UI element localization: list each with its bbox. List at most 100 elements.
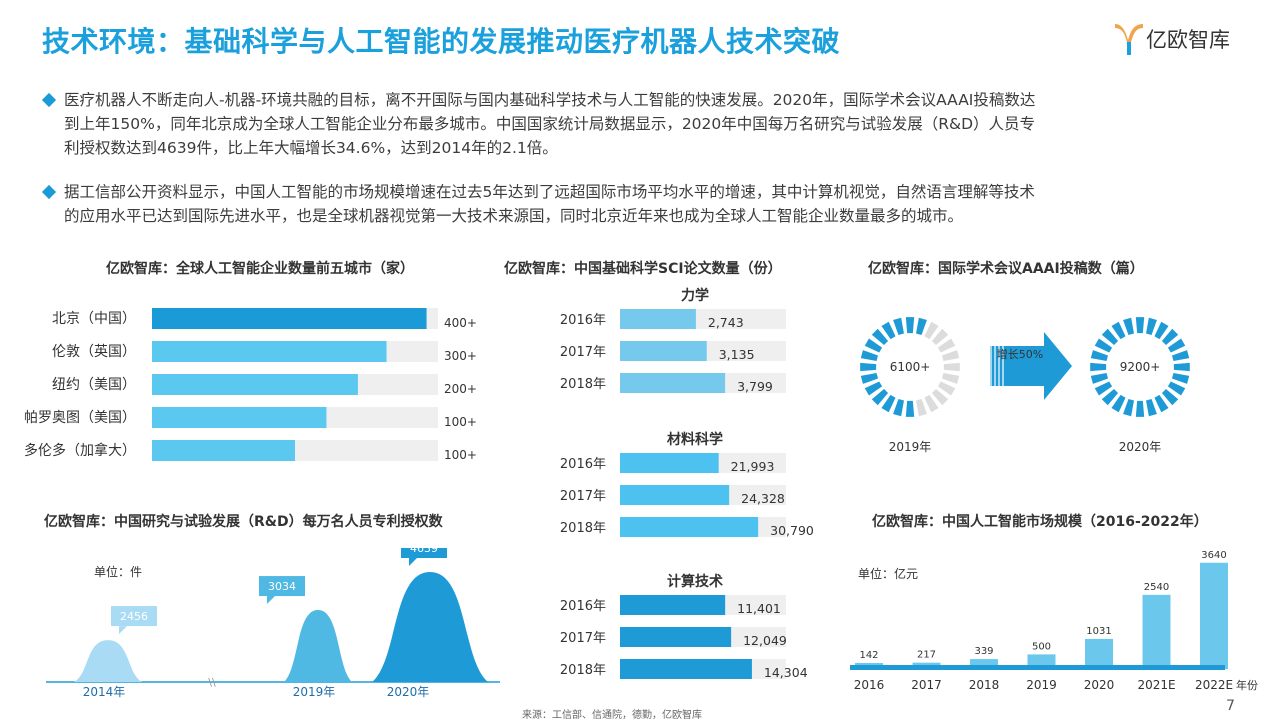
unit-label: 单位：件 [94, 564, 142, 579]
bar [152, 440, 295, 461]
tick-label: 2022E [1195, 678, 1233, 692]
source-footer: 来源：工信部、信通院，德勤，亿欧智库 [522, 710, 702, 720]
axis-label: 年份 [1236, 678, 1258, 692]
ring-segment [937, 338, 956, 353]
ring-segment [881, 321, 896, 340]
value-label: 3,135 [719, 347, 755, 362]
chart-title-cities: 亿欧智库：全球人工智能企业数量前五城市（家） [106, 261, 414, 277]
chart-aaai: 6100+ 2019年 9200+ 2020年 增长50% [860, 317, 1190, 454]
chart-title-sci: 亿欧智库：中国基础科学SCI论文数量（份） [504, 261, 782, 277]
ring-segment [1154, 321, 1169, 340]
value-label: 2456 [120, 610, 148, 623]
year-label: 2020年 [1119, 440, 1162, 454]
ring-segment [1161, 328, 1179, 346]
value-label: 339 [974, 646, 993, 657]
brand-logo: 亿欧智库 [1114, 20, 1274, 60]
axis-break-mark: \\ [208, 676, 216, 689]
bar [152, 341, 387, 362]
ring-segment [860, 362, 877, 372]
ring-segment [1135, 400, 1145, 417]
bar [1200, 562, 1228, 669]
value-label: 24,328 [741, 491, 785, 506]
ring-segment [1101, 388, 1119, 406]
logo-text: 亿欧智库 [1146, 28, 1230, 52]
bar [620, 341, 707, 361]
year-label: 2020年 [387, 685, 430, 699]
value-label: 4639 [410, 548, 438, 555]
ring-segment [905, 400, 915, 417]
ring-segment [860, 350, 879, 361]
ring-segment [1094, 381, 1113, 396]
value-label: 11,401 [737, 601, 781, 616]
year-label: 2017年 [560, 345, 606, 360]
year-label: 2018年 [560, 663, 606, 678]
bar [620, 453, 719, 473]
arrow-stripe [1002, 346, 1004, 386]
callout-tail [119, 626, 127, 635]
year-label: 2016年 [560, 457, 606, 472]
category-label: 多伦多（加拿大） [24, 442, 136, 459]
ring-segment [1161, 388, 1179, 406]
bar [620, 485, 730, 505]
category-label: 帕罗奥图（美国） [24, 409, 136, 426]
bullet-text-line: 到上年150%，同年北京成为全球人工智能企业分布最多城市。中国国家统计局数据显示… [64, 115, 1036, 133]
ring-segment [941, 350, 960, 361]
bullet-text-line: 据工信部公开资料显示，中国人工智能的市场规模增速在过去5年达到了远超国际市场平均… [64, 183, 1035, 201]
ring-segment [905, 317, 915, 334]
chart-market: 单位：亿元 142 2016 217 2017 339 2018 500 2019 1031 202… [850, 550, 1258, 692]
ring-segment [860, 373, 879, 384]
value-label: 100+ [444, 448, 477, 462]
year-label: 2016年 [560, 313, 606, 328]
bar [620, 309, 696, 329]
ring-segment [1167, 338, 1186, 353]
value-label: 217 [917, 650, 936, 661]
bar [152, 374, 358, 395]
value-label: 3640 [1201, 550, 1226, 561]
ring-segment [1111, 394, 1126, 413]
bar [152, 407, 327, 428]
bar [152, 308, 427, 329]
group-title: 力学 [681, 287, 709, 304]
ring-segment [893, 398, 904, 417]
ring-segment [1171, 350, 1190, 361]
value-label: 14,304 [764, 665, 808, 680]
ring-segment [924, 321, 939, 340]
bar [620, 595, 726, 615]
category-label: 北京（中国） [52, 311, 136, 327]
bar [1085, 638, 1113, 669]
ring-segment [1146, 398, 1157, 417]
tick-label: 2019 [1026, 678, 1057, 692]
ring-segment [1146, 317, 1157, 336]
ring-segment [937, 381, 956, 396]
value-label: 21,993 [731, 459, 775, 474]
ring-value-label: 9200+ [1120, 360, 1161, 374]
ring-segment [1123, 317, 1134, 336]
ring-segment [1154, 394, 1169, 413]
category-label: 伦敦（英国） [52, 343, 136, 360]
tick-label: 2016 [854, 678, 885, 692]
ring-segment [881, 394, 896, 413]
value-label: 30,790 [770, 523, 814, 538]
value-label: 2540 [1144, 582, 1169, 593]
chart-patents: 单位：件 2456 2014年 3034 2019年 4639 2020年 \\ [46, 548, 500, 699]
bullet-diamond-icon [41, 184, 57, 200]
year-label: 2017年 [560, 489, 606, 504]
tick-label: 2021E [1137, 678, 1175, 692]
bar [620, 517, 759, 537]
ring-segment [1123, 398, 1134, 417]
bullet-diamond-icon [41, 92, 57, 108]
ring-segment [931, 328, 949, 346]
bar [1142, 594, 1171, 669]
callout-tail [267, 596, 275, 605]
year-label: 2019年 [293, 685, 336, 699]
value-label: 142 [859, 650, 878, 661]
bar [620, 659, 752, 679]
area-peak [284, 610, 352, 682]
category-label: 纽约（美国） [52, 377, 136, 393]
bar [620, 627, 732, 647]
logo-mark-icon [1115, 24, 1143, 55]
ring-segment [871, 388, 889, 406]
value-label: 12,049 [743, 633, 787, 648]
ring-segment [1094, 338, 1113, 353]
area-peak [372, 572, 488, 682]
